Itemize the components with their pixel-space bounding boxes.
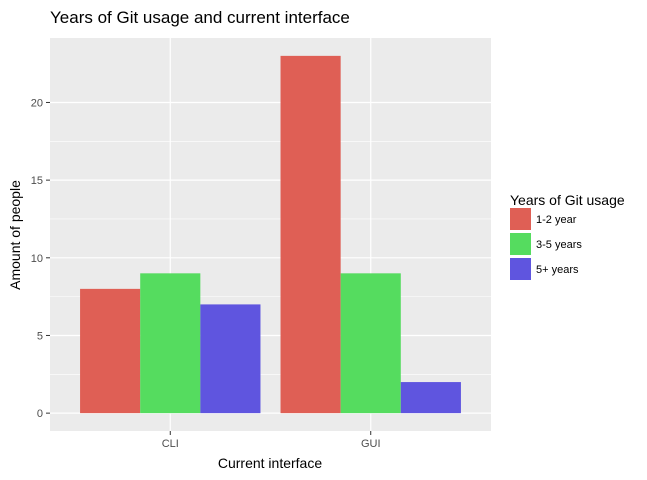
bar-gui-1-2-year <box>280 55 341 414</box>
x-axis-ticks: CLI GUI <box>162 431 381 450</box>
x-tick-label: CLI <box>162 438 179 450</box>
legend-title: Years of Git usage <box>510 192 625 208</box>
legend-swatch <box>510 258 531 280</box>
y-tick-label: 10 <box>31 253 43 265</box>
bar-cli-1-2-year <box>80 288 141 414</box>
legend: Years of Git usage 1-2 year 3-5 years 5+ y… <box>510 192 625 280</box>
legend-label: 1-2 year <box>536 214 577 226</box>
legend-swatch <box>510 208 531 230</box>
legend-swatch <box>510 233 531 255</box>
y-axis-ticks: 0 5 10 15 20 <box>31 97 50 420</box>
bar-cli-5-years <box>200 304 261 414</box>
bar-cli-3-5-years <box>140 273 201 414</box>
bar-gui-5-years <box>400 382 461 414</box>
bars <box>80 55 461 414</box>
chart-title: Years of Git usage and current interface <box>50 8 350 27</box>
legend-label: 5+ years <box>536 264 579 276</box>
legend-label: 3-5 years <box>536 239 582 251</box>
y-tick-label: 15 <box>31 175 43 187</box>
y-tick-label: 0 <box>37 408 43 420</box>
x-tick-label: GUI <box>361 438 381 450</box>
y-tick-label: 20 <box>31 97 43 109</box>
y-tick-label: 5 <box>37 330 43 342</box>
bar-gui-3-5-years <box>340 273 401 414</box>
x-axis-title: Current interface <box>218 455 322 471</box>
y-axis-title: Amount of people <box>7 180 23 290</box>
